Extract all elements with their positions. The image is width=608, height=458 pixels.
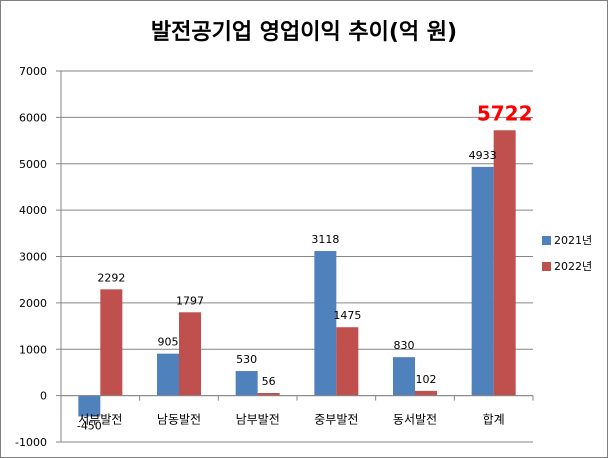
data-label: 56	[262, 375, 276, 388]
y-axis: -1000 0 1000 2000 3000 4000 5000 6000 7000	[15, 65, 62, 449]
bar-series2	[493, 130, 516, 396]
category-label: 동서발전	[393, 413, 437, 427]
category-label: 합계	[483, 413, 505, 427]
y-tick-label: 3000	[19, 251, 47, 264]
data-label: 530	[236, 353, 257, 366]
bar-series1	[235, 371, 258, 396]
bar-series2	[336, 327, 359, 396]
bar-series1	[393, 357, 415, 396]
chart-title: 발전공기업 영업이익 추이(억 원)	[151, 20, 457, 45]
bar-series1	[78, 395, 101, 417]
y-tick-label: 2000	[19, 297, 47, 310]
category-label: 서부발전	[78, 413, 122, 427]
data-label: 830	[394, 339, 415, 352]
x-axis: 서부발전 남동발전 남부발전 중부발전 동서발전 합계	[60, 395, 534, 427]
data-label: 4933	[469, 149, 497, 162]
bar-series2	[415, 390, 437, 396]
bar-series2	[100, 289, 123, 396]
bar-series2	[179, 312, 201, 396]
legend: 2021년 2022년	[542, 234, 592, 273]
bar-series1	[471, 166, 494, 396]
y-tick-label: 7000	[19, 65, 47, 78]
y-tick-label: 1000	[19, 343, 47, 356]
data-labels: -450 905 530 3118 830 4933 2292 1797 56 1475 102 57…	[77, 101, 533, 432]
category-label: 남부발전	[236, 413, 280, 427]
y-tick-label: 5000	[19, 158, 47, 171]
data-label: 3118	[311, 233, 339, 246]
legend-swatch	[542, 262, 551, 271]
bar-series1	[157, 353, 179, 396]
data-label: 905	[158, 336, 179, 349]
legend-label: 2021년	[554, 234, 592, 247]
y-tick-label: 6000	[19, 111, 47, 124]
gridlines	[61, 70, 533, 443]
data-label: 102	[416, 373, 437, 386]
category-label: 남동발전	[157, 413, 201, 427]
data-label: 1797	[176, 294, 204, 307]
data-label: 1475	[333, 309, 361, 322]
bars	[78, 130, 516, 417]
data-label: -450	[77, 419, 102, 432]
category-label: 중부발전	[314, 413, 358, 427]
legend-swatch	[542, 236, 551, 245]
data-label: 2292	[97, 271, 125, 284]
data-label: 5722	[477, 101, 533, 125]
legend-label: 2022년	[554, 260, 592, 273]
y-tick-label: 4000	[19, 204, 47, 217]
bar-series1	[314, 251, 337, 396]
y-tick-label: -1000	[15, 436, 47, 449]
y-tick-label: 0	[40, 390, 47, 403]
bar-series2	[257, 393, 280, 396]
